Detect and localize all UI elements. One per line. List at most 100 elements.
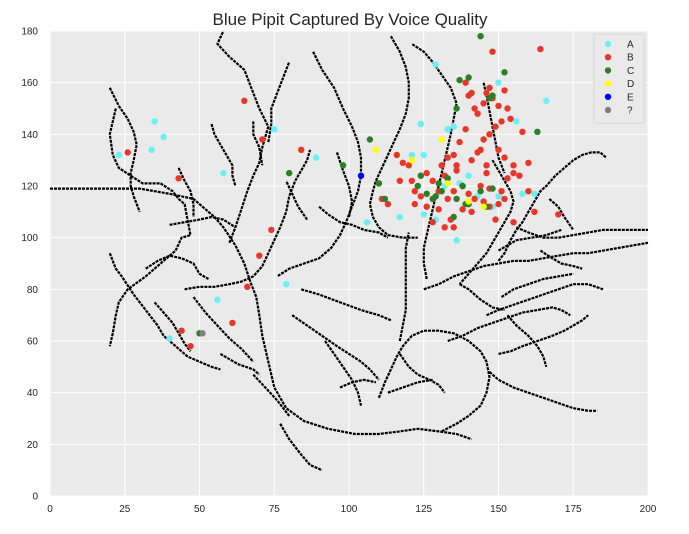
data-point [166,335,173,342]
data-point [462,126,469,133]
x-tick-label: 100 [341,504,358,515]
data-point [456,76,463,84]
legend-label: A [627,40,634,51]
data-point [492,216,499,223]
y-tick-label: 120 [21,182,38,193]
data-point [534,128,541,135]
legend-marker [604,40,612,48]
data-point [468,208,475,215]
trail-line [300,288,392,322]
data-point [438,162,445,169]
data-point [286,169,293,177]
legend-marker [604,54,612,61]
data-point [411,200,418,208]
data-point [160,133,167,141]
data-point [417,120,424,128]
x-tick-label: 175 [565,504,582,515]
data-point [115,151,123,159]
trail-line [548,198,575,231]
data-point [453,237,460,244]
trail-line [497,228,562,252]
y-tick-label: 40 [27,388,39,399]
data-point [256,252,263,259]
legend-label: B [627,53,634,64]
data-point [525,188,532,195]
data-point [498,188,505,195]
trail-line [169,215,236,229]
data-point [396,177,403,184]
data-point [312,154,320,161]
y-tick-label: 0 [32,492,38,503]
y-tick-label: 100 [21,233,38,244]
data-point [465,172,472,179]
data-point [148,146,155,153]
data-point [393,151,400,159]
data-point [199,330,206,337]
data-point [450,151,457,159]
x-tick-label: 125 [415,504,432,515]
data-point [510,162,517,169]
data-point [432,61,439,68]
data-point [531,190,538,197]
data-point [381,195,389,203]
data-point [444,175,451,182]
data-point [438,188,445,195]
trail-line [216,30,270,244]
trail-line [291,314,380,381]
trail-line [515,226,648,239]
data-point [495,200,502,208]
x-tick-label: 150 [490,504,507,515]
data-point [408,157,415,164]
trail-line [411,42,458,280]
data-point [486,131,493,138]
data-point [435,206,442,213]
data-point [396,213,403,221]
data-point [450,213,457,221]
x-tick-label: 200 [640,504,657,515]
data-point [220,169,227,177]
trail-line [458,159,515,285]
data-point [471,105,478,112]
data-point [414,182,421,190]
data-point [420,211,427,218]
data-point [462,79,469,86]
data-point [408,177,415,184]
trail-line [500,272,574,299]
data-point [399,159,406,166]
legend-label: E [627,92,634,103]
trail-line [498,314,589,355]
data-point [268,226,275,234]
data-point [444,195,451,203]
data-point [543,97,550,105]
data-point [489,48,496,55]
data-point [477,188,484,195]
data-point [468,157,475,164]
data-point [504,175,511,182]
chart-title: Blue Pipit Captured By Voice Quality [213,10,488,29]
y-tick-label: 140 [21,130,38,141]
y-tick-label: 160 [21,78,38,89]
data-point [423,190,430,197]
data-point [465,92,472,99]
data-point [531,208,538,215]
data-point [465,74,472,81]
trail-line [447,306,571,343]
data-point [441,224,448,231]
legend-marker [604,106,612,114]
data-point [492,123,499,130]
data-point [241,97,248,105]
data-point [501,154,508,161]
data-point [420,151,427,159]
trail-line [252,373,291,417]
data-point [411,188,418,195]
data-point [357,172,365,179]
data-point [459,182,466,190]
trail-lines [50,30,649,472]
data-point [417,172,424,179]
data-point [429,177,436,184]
trail-line [267,61,291,143]
data-point [483,162,490,169]
data-point [444,180,451,187]
y-tick-label: 20 [27,440,39,451]
